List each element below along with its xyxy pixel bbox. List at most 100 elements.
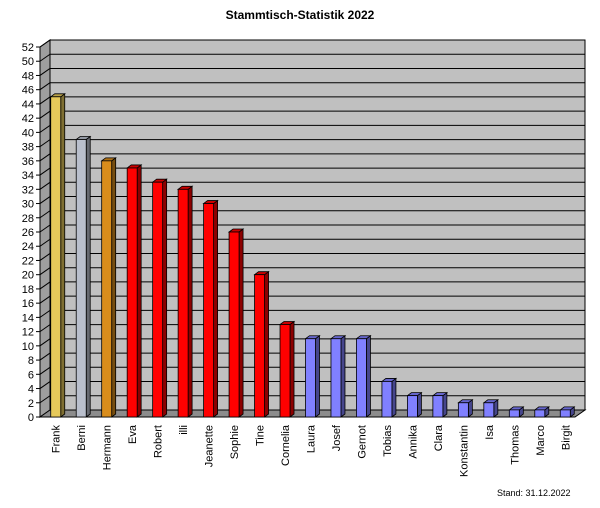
- bar: [329, 334, 347, 418]
- bar: [151, 178, 168, 418]
- bar: [380, 377, 398, 418]
- category-label: Frank: [51, 425, 63, 454]
- bar-side: [85, 135, 91, 418]
- category-label: Clara: [433, 424, 445, 451]
- gridline-side: [39, 238, 51, 247]
- gridline-side: [39, 309, 51, 318]
- bar-front: [254, 274, 265, 418]
- gridline-side: [39, 167, 51, 176]
- gridline-side: [39, 53, 51, 62]
- gridline-side: [39, 96, 51, 105]
- bar-side: [111, 157, 117, 418]
- gridline-side: [39, 68, 51, 76]
- y-tick-label: 44: [22, 99, 34, 111]
- y-tick-labels: 0246810121416182022242628303234363840424…: [22, 42, 34, 424]
- bar-front: [356, 338, 367, 418]
- gridline-side: [39, 324, 51, 333]
- category-label: illi: [178, 425, 190, 435]
- category-labels: Frank Berni Hermann Eva Robert illi Jeanette So…: [51, 424, 573, 477]
- bar: [100, 157, 117, 418]
- bar-front: [177, 188, 189, 418]
- y-tick-label: 6: [28, 369, 34, 381]
- bar-side: [162, 178, 168, 418]
- bar-side: [442, 391, 448, 418]
- y-tick-label: 0: [28, 412, 34, 424]
- category-label: Isa: [484, 424, 496, 440]
- y-tick-label: 10: [22, 341, 34, 353]
- bars: [49, 93, 576, 418]
- bar: [227, 228, 245, 418]
- category-label: Gernot: [356, 425, 368, 459]
- gridline-side: [39, 153, 51, 162]
- gridline-side: [39, 110, 51, 119]
- category-label: Birgit: [560, 425, 572, 450]
- gridline-side: [39, 338, 51, 347]
- bar: [508, 406, 525, 418]
- y-tick-label: 16: [22, 298, 34, 310]
- y-tick-label: 14: [22, 312, 34, 324]
- bar: [278, 320, 296, 418]
- y-tick-label: 20: [22, 270, 34, 282]
- gridline-side: [39, 210, 51, 219]
- bar: [49, 93, 66, 418]
- bar: [559, 406, 576, 418]
- bar: [253, 270, 270, 418]
- bar-front: [483, 402, 495, 418]
- bar-side: [417, 391, 422, 418]
- gridline-side: [39, 395, 51, 404]
- category-label: Tobias: [382, 425, 394, 457]
- bar: [533, 406, 550, 418]
- bar-front: [508, 409, 520, 418]
- y-tick-label: 28: [22, 213, 34, 225]
- category-label: Marco: [535, 425, 547, 456]
- gridline-side: [39, 181, 51, 190]
- y-tick-label: 50: [22, 56, 34, 68]
- bar-front: [330, 338, 342, 418]
- y-tick-label: 52: [22, 42, 34, 54]
- bar-side: [340, 334, 346, 418]
- bar-side: [60, 93, 66, 418]
- bar-side: [391, 377, 397, 418]
- bar-front: [457, 402, 469, 418]
- bar-side: [289, 320, 295, 418]
- bar: [482, 398, 500, 418]
- bar: [304, 334, 321, 418]
- bar-side: [366, 334, 371, 418]
- chart-title: Stammtisch-Statistik 2022: [225, 8, 375, 22]
- gridline-side: [39, 281, 51, 290]
- gridline-side: [39, 196, 51, 204]
- bar-front: [559, 409, 571, 418]
- y-tick-label: 8: [28, 355, 34, 367]
- bar-front: [75, 139, 87, 418]
- bar-side: [315, 334, 320, 418]
- category-label: Josef: [331, 424, 343, 451]
- category-label: Konstantin: [458, 425, 470, 477]
- gridline-side: [39, 224, 51, 233]
- gridline-side: [39, 352, 51, 361]
- gridline-side: [39, 39, 51, 48]
- bar-front: [279, 324, 291, 418]
- bar-side: [264, 270, 269, 418]
- y-tick-label: 48: [22, 70, 34, 82]
- bar-front: [534, 409, 546, 418]
- category-label: Eva: [127, 424, 139, 444]
- y-tick-label: 24: [22, 241, 34, 253]
- y-tick-label: 42: [22, 113, 34, 125]
- category-label: Thomas: [509, 425, 521, 465]
- bar-front: [203, 203, 214, 418]
- y-tick-label: 30: [22, 199, 34, 211]
- y-tick-label: 18: [22, 284, 34, 296]
- y-tick-label: 32: [22, 184, 34, 196]
- bar-front: [228, 231, 240, 418]
- gridline-side: [39, 295, 51, 304]
- y-tick-label: 36: [22, 156, 34, 168]
- y-tick-label: 34: [22, 170, 34, 182]
- gridline-side: [39, 366, 51, 375]
- bar-front: [101, 160, 113, 418]
- bar-front: [432, 395, 444, 418]
- category-label: Laura: [306, 424, 318, 453]
- y-tick-label: 38: [22, 142, 34, 154]
- y-tick-label: 4: [28, 384, 34, 396]
- gridline-side: [39, 253, 51, 261]
- category-label: Tine: [255, 425, 267, 446]
